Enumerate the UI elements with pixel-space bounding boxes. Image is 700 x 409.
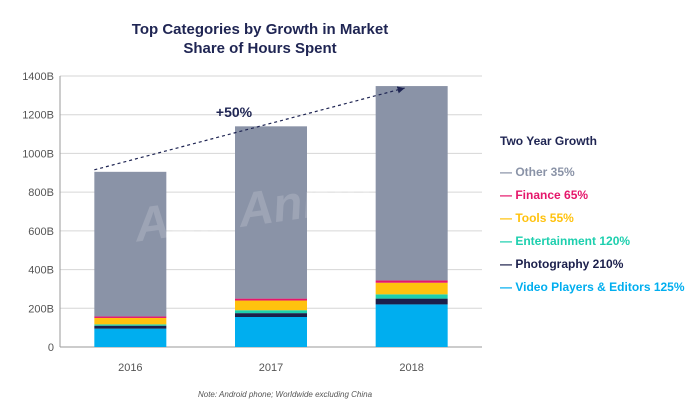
bar-layer: 2016 2017 2018 [94,86,448,374]
chart-title-line-2: Share of Hours Spent [183,40,337,57]
y-tick-label-2: 400B [28,265,54,277]
legend-item-photography-210: — Photography 210% [500,257,624,271]
bar-segment-tools-2017 [235,300,307,311]
legend-items: — Other 35% — Finance 65% — Tools 55% — Ent… [500,165,698,303]
bar-segment-photography-2018 [375,298,448,305]
legend-item-finance-65: — Finance 65% [500,188,589,202]
growth-annotation-label: +50% [216,104,253,120]
legend-item-video-players-editors-125: — Video Players & Editors 125% [500,280,685,294]
y-tick-label-0: 0 [48,342,54,354]
bar-segment-entertainment-2018 [375,294,448,299]
bar-segment-finance-2017 [235,298,307,301]
legend-item-other-35: — Other 35% [500,165,575,179]
bar-segment-video-players-editors-2017 [235,316,307,347]
chart-title: Top Categories by Growth in Market Share… [90,20,430,58]
x-tick-label-2018: 2018 [399,362,423,374]
y-tick-label-6: 1200B [22,110,54,122]
bar-segment-other-2017 [235,126,307,299]
bar-segment-tools-2018 [375,282,448,295]
bar-segment-finance-2018 [375,280,448,283]
legend: Two Year Growth — Other 35% — Finance 65%… [500,134,698,303]
y-tick-label-7: 1400B [22,71,54,83]
legend-item-entertainment-120: — Entertainment 120% [500,234,631,248]
bar-segment-photography-2016 [94,325,167,329]
legend-title: Two Year Growth [500,134,597,148]
chart-note: Note: Android phone; Worldwide excluding… [197,390,373,399]
annotation-layer: +50% [94,86,405,171]
bar-segment-tools-2016 [94,317,167,325]
x-tick-label-2016: 2016 [118,362,142,374]
bar-segment-finance-2016 [94,316,167,318]
bar-segment-photography-2017 [235,313,307,317]
y-tick-label-3: 600B [28,226,54,238]
y-tick-label-1: 200B [28,303,54,315]
bar-segment-video-players-editors-2018 [375,304,448,347]
y-tick-label-4: 800B [28,187,54,199]
bar-segment-other-2016 [94,171,167,317]
bar-segment-entertainment-2016 [94,324,167,326]
x-tick-label-2017: 2017 [259,362,283,374]
bar-segment-video-players-editors-2016 [94,328,167,347]
chart-title-line-1: Top Categories by Growth in Market [131,21,389,38]
y-tick-label-5: 1000B [22,148,54,160]
bar-segment-entertainment-2017 [235,310,307,314]
legend-item-tools-55: — Tools 55% [500,211,574,225]
bar-segment-other-2018 [375,86,448,281]
